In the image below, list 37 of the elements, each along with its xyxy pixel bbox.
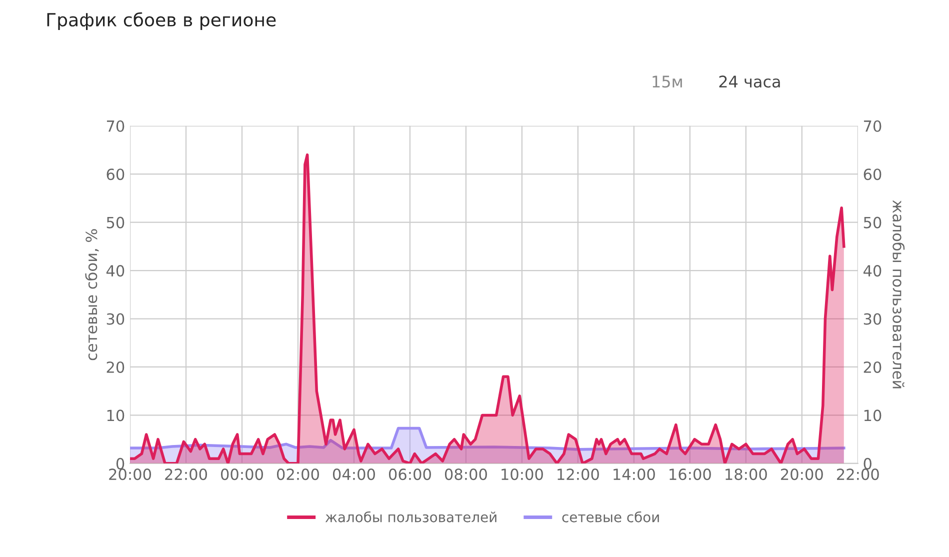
x-tick-label: 04:00 [332,468,375,480]
y2-tick-label: 50 [864,216,882,228]
y2-tick-label: 20 [864,361,882,374]
x-tick-label: 22:00 [165,468,208,480]
y2-axis-title: жалобы пользователей [892,200,905,388]
x-tick-label: 18:00 [726,468,767,480]
y2-tick-label: 70 [864,120,882,132]
y-tick-label: 10 [107,410,124,422]
x-tick-label: 02:00 [276,468,319,480]
y-tick-label: 20 [106,361,124,374]
y2-tick-label: 0 [864,458,872,470]
text: 15м [652,76,682,88]
y-tick-label: 40 [106,265,124,277]
y-axis-title: сетевые сбои, % [85,229,99,360]
x-tick-label: 12:00 [558,468,599,480]
y2-tick-label: 40 [864,265,882,277]
text: 24 часа [719,76,780,88]
y-tick-label: 70 [106,120,124,132]
chart-title: График сбоев в регионе [47,12,276,30]
legend-label: жалобы пользователей [325,511,496,522]
y-tick-label: 50 [106,216,124,228]
x-tick-label: 14:00 [614,468,655,480]
legend-label: сетевые сбои [562,511,659,522]
y-tick-label: 30 [106,313,124,325]
y-tick-label: 0 [116,458,124,470]
x-tick-label: 08:00 [444,468,487,480]
x-tick-label: 22:00 [837,468,879,480]
y2-tick-label: 60 [864,168,882,180]
x-tick-label: 06:00 [388,468,431,480]
y-tick-label: 60 [106,168,124,180]
x-tick-label: 16:00 [670,468,711,480]
x-tick-label: 20:00 [109,468,152,480]
x-tick-label: 20:00 [781,468,823,480]
y2-tick-label: 30 [864,313,882,325]
y2-tick-label: 10 [864,410,882,422]
x-tick-label: 00:00 [220,468,263,480]
x-tick-label: 10:00 [502,468,543,480]
